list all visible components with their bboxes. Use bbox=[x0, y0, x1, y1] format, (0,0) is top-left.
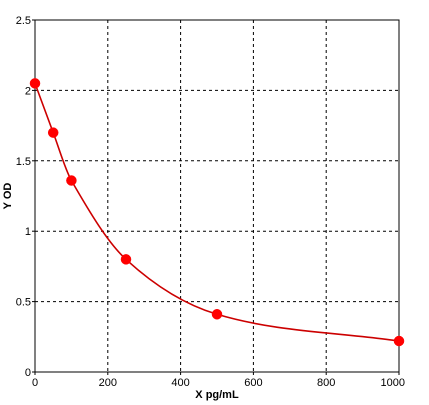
y-tick-label: 2 bbox=[25, 85, 31, 97]
y-tick-label: 0 bbox=[25, 367, 31, 379]
data-point bbox=[66, 175, 77, 186]
y-tick-label: 0.5 bbox=[16, 297, 31, 309]
data-points bbox=[29, 78, 405, 347]
data-point bbox=[393, 335, 405, 347]
x-axis-ticks: 0 200 400 600 800 1000 bbox=[32, 372, 405, 389]
y-tick-label: 1.5 bbox=[16, 156, 31, 168]
x-tick-label: 800 bbox=[317, 377, 335, 389]
data-point bbox=[120, 254, 132, 265]
x-tick-label: 1000 bbox=[381, 377, 405, 389]
x-tick-label: 0 bbox=[32, 377, 38, 389]
y-tick-label: 1 bbox=[25, 226, 31, 238]
y-axis-label: Y OD bbox=[2, 183, 14, 210]
x-tick-label: 400 bbox=[171, 377, 189, 389]
data-point bbox=[29, 78, 41, 89]
data-point bbox=[211, 309, 223, 320]
grid bbox=[35, 20, 399, 372]
x-tick-label: 600 bbox=[244, 377, 262, 389]
x-axis-label: X pg/mL bbox=[195, 389, 239, 401]
y-axis-ticks: 0 0.5 1 1.5 2 2.5 bbox=[16, 15, 35, 379]
y-tick-label: 2.5 bbox=[16, 15, 31, 27]
x-tick-label: 200 bbox=[99, 377, 117, 389]
plot-border bbox=[34, 19, 400, 373]
data-point bbox=[47, 127, 59, 138]
